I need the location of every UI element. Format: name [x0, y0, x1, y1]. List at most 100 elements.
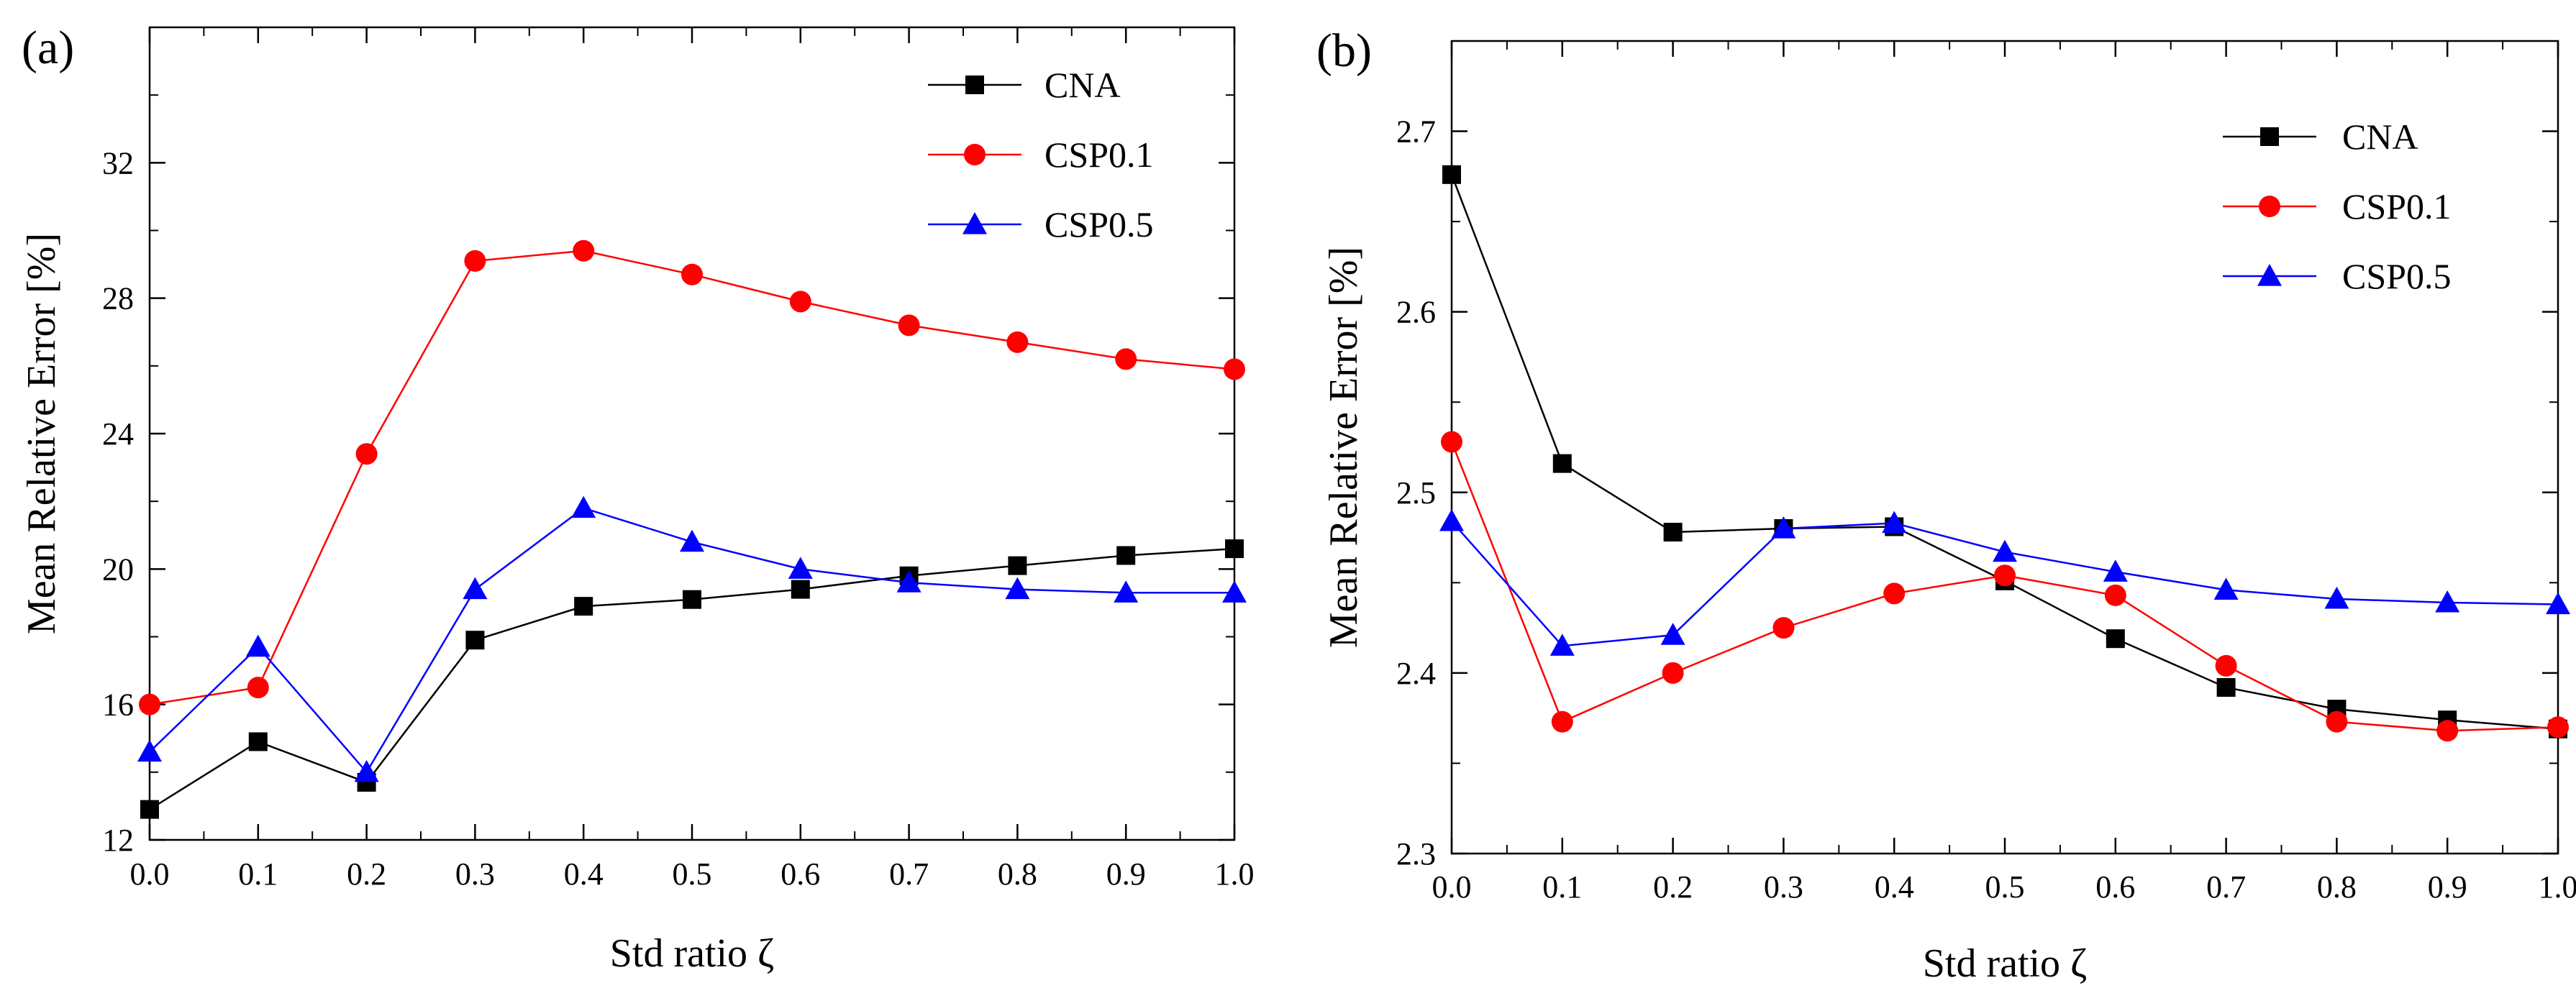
legend-label-csp05-a: CSP0.5: [1044, 204, 1153, 244]
data-point-csp05-b: [1993, 540, 2017, 562]
data-point-csp05-a: [1114, 580, 1138, 603]
data-point-csp05-b: [2546, 592, 2570, 614]
legend-marker-csp05-b: [2257, 264, 2282, 286]
panel-label-b: (b): [1316, 24, 1372, 77]
y-axis-title-a: Mean Relative Error [%]: [19, 233, 64, 634]
data-point-cna-a: [1116, 547, 1135, 565]
x-tick-label-b: 0.5: [1985, 869, 2025, 905]
y-tick-label-b: 2.3: [1396, 836, 1436, 872]
legend-label-cna-b: CNA: [2342, 116, 2418, 157]
x-tick-label-b: 0.6: [2095, 869, 2135, 905]
data-point-csp01-a: [464, 250, 486, 272]
legend-marker-cna-b: [2260, 127, 2279, 146]
x-tick-label-a: 0.1: [238, 856, 278, 892]
data-point-csp01-a: [1006, 331, 1028, 353]
data-point-csp01-b: [2105, 585, 2126, 606]
data-point-csp01-a: [681, 264, 703, 285]
data-point-csp01-a: [1224, 359, 1245, 380]
data-point-cna-a: [249, 732, 268, 751]
x-tick-label-b: 0.9: [2428, 869, 2467, 905]
data-point-cna-a: [140, 800, 159, 819]
legend-marker-csp05-a: [962, 212, 987, 234]
x-tick-label-b: 0.0: [1432, 869, 1472, 905]
x-tick-label-a: 0.5: [673, 856, 712, 892]
x-tick-label-b: 0.7: [2206, 869, 2246, 905]
x-tick-label-b: 0.3: [1764, 869, 1803, 905]
data-point-csp01-b: [1883, 582, 1905, 604]
series-line-cna-a: [150, 549, 1234, 810]
x-tick-label-b: 0.4: [1875, 869, 1914, 905]
legend-marker-cna-a: [965, 76, 984, 94]
data-point-cna-a: [1008, 557, 1027, 575]
legend-label-csp05-b: CSP0.5: [2342, 256, 2451, 296]
x-tick-label-a: 0.4: [564, 856, 604, 892]
data-point-cna-b: [1442, 165, 1461, 184]
y-tick-label-b: 2.6: [1396, 295, 1436, 330]
data-point-csp01-b: [2436, 720, 2458, 741]
data-point-csp01-b: [2326, 711, 2347, 733]
data-point-csp05-a: [680, 530, 704, 552]
legend-label-csp01-b: CSP0.1: [2342, 186, 2451, 227]
x-tick-label-b: 0.2: [1653, 869, 1693, 905]
x-tick-label-a: 1.0: [1215, 856, 1255, 892]
legend-marker-csp01-b: [2259, 196, 2280, 217]
data-point-csp01-b: [1552, 711, 1573, 733]
data-point-csp01-a: [790, 291, 811, 312]
data-point-csp05-b: [1439, 509, 1464, 531]
y-tick-label-b: 2.5: [1396, 475, 1436, 511]
x-axis-title-a: Std ratio ζ: [610, 931, 775, 976]
x-tick-label-a: 0.7: [889, 856, 929, 892]
series-line-csp01-a: [150, 251, 1234, 705]
x-tick-label-a: 0.0: [130, 856, 170, 892]
x-tick-label-b: 0.8: [2317, 869, 2357, 905]
legend-label-cna-a: CNA: [1044, 65, 1121, 105]
data-point-csp01-b: [1441, 431, 1462, 452]
data-point-csp01-a: [356, 443, 378, 465]
data-point-csp01-a: [898, 314, 920, 336]
data-point-csp01-b: [2547, 716, 2569, 738]
data-point-csp01-a: [247, 677, 269, 698]
data-point-cna-a: [683, 590, 701, 609]
x-tick-label-b: 0.1: [1542, 869, 1582, 905]
data-point-cna-a: [791, 580, 810, 599]
data-point-cna-b: [1664, 523, 1683, 541]
x-tick-label-a: 0.8: [998, 856, 1037, 892]
y-tick-label-a: 12: [102, 823, 134, 858]
y-axis-title-b: Mean Relative Error [%]: [1321, 247, 1366, 648]
y-tick-label-a: 32: [102, 145, 134, 180]
data-point-csp05-a: [246, 635, 270, 657]
data-point-cna-b: [2106, 629, 2125, 648]
x-tick-label-a: 0.2: [347, 856, 386, 892]
data-point-csp05-a: [463, 577, 487, 600]
data-point-csp01-a: [1115, 348, 1137, 370]
x-tick-label-a: 0.6: [780, 856, 820, 892]
panel-label-a: (a): [22, 22, 74, 74]
data-point-csp01-a: [139, 694, 160, 715]
y-tick-label-a: 20: [102, 552, 134, 587]
legend-label-csp01-a: CSP0.1: [1044, 134, 1153, 175]
x-axis-title-b: Std ratio ζ: [1923, 941, 2088, 986]
data-point-cna-a: [574, 597, 593, 616]
y-tick-label-a: 24: [102, 416, 134, 452]
data-point-cna-a: [465, 631, 484, 649]
y-tick-label-a: 16: [102, 687, 134, 723]
data-point-cna-b: [1553, 454, 1572, 473]
data-point-csp01-a: [573, 240, 594, 262]
y-tick-label-b: 2.4: [1396, 656, 1436, 691]
data-point-cna-a: [1225, 539, 1244, 558]
data-point-csp01-b: [1662, 662, 1684, 684]
legend-marker-csp01-a: [964, 144, 986, 165]
data-point-csp01-b: [1772, 617, 1794, 639]
data-point-csp05-a: [1222, 580, 1247, 603]
data-point-csp01-b: [2216, 655, 2237, 677]
y-tick-label-a: 28: [102, 281, 134, 316]
plot-frame-b: [1452, 41, 2558, 854]
y-tick-label-b: 2.7: [1396, 114, 1436, 150]
x-tick-label-b: 1.0: [2539, 869, 2576, 905]
data-point-csp05-b: [2435, 590, 2459, 613]
x-tick-label-a: 0.3: [455, 856, 495, 892]
data-point-csp01-b: [1994, 564, 2016, 586]
